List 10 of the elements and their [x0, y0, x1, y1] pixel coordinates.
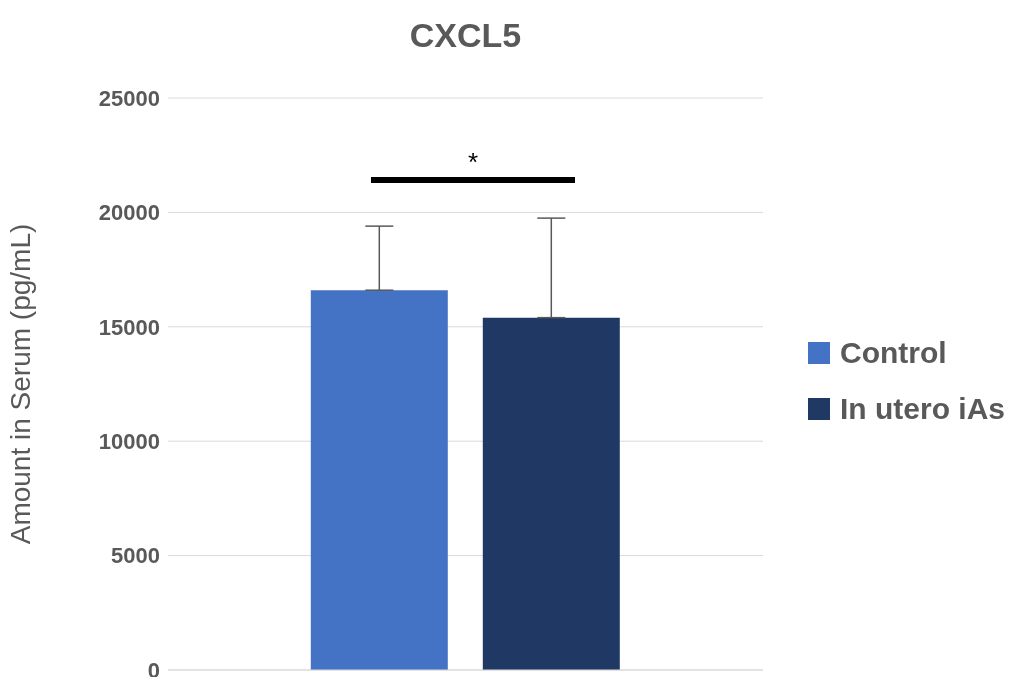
- y-tick-label: 10000: [98, 429, 160, 455]
- chart-title: CXCL5: [408, 16, 523, 55]
- y-tick-label: 25000: [98, 85, 160, 111]
- y-tick-label: 5000: [111, 543, 160, 569]
- annotation: *: [466, 147, 480, 179]
- y-tick-label: 20000: [98, 200, 160, 226]
- legend-label: In utero iAs: [840, 392, 1006, 426]
- y-tick-label: 15000: [98, 314, 160, 340]
- legend-label: Control: [840, 336, 947, 370]
- y-axis-title: Amount in Serum (pg/mL): [4, 223, 36, 545]
